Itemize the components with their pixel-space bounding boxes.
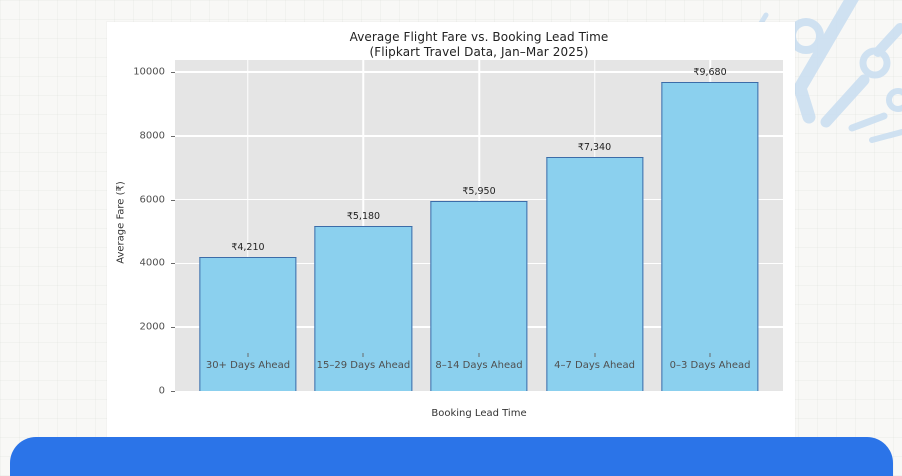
chart-title: Average Flight Fare vs. Booking Lead Tim… — [349, 30, 609, 44]
x-tick-label: 30+ Days Ahead — [205, 360, 291, 371]
bottom-accent-bar — [10, 437, 893, 476]
y-tick-mark — [171, 72, 175, 74]
x-tick-label: 4–7 Days Ahead — [554, 360, 635, 371]
bar — [545, 156, 644, 391]
x-tick-mark — [362, 353, 364, 357]
chart-subtitle: (Flipkart Travel Data, Jan–Mar 2025) — [369, 45, 589, 59]
x-axis-label: Booking Lead Time — [431, 408, 527, 419]
bar — [430, 201, 528, 391]
plot-area: ₹4,210 ₹5,180 ₹5,950 ₹7,340 ₹9,680 — [175, 60, 783, 391]
y-tick-mark — [171, 391, 175, 392]
bar-value-label: ₹5,180 — [346, 210, 381, 222]
x-tick-mark — [709, 353, 711, 357]
chart-card: Average Flight Fare vs. Booking Lead Tim… — [107, 22, 795, 437]
y-tick-label: 0 — [158, 385, 165, 397]
bar — [314, 225, 413, 391]
y-tick-label: 6000 — [139, 194, 165, 206]
y-tick-mark — [171, 199, 175, 201]
x-tick-mark — [478, 353, 480, 357]
y-tick-label: 2000 — [139, 321, 165, 333]
y-tick-mark — [171, 135, 175, 137]
y-axis-label: Average Fare (₹) — [115, 181, 127, 264]
bar — [199, 256, 297, 391]
bar-value-label: ₹9,680 — [693, 67, 727, 79]
bar-value-label: ₹5,950 — [462, 186, 496, 198]
y-tick-mark — [171, 263, 175, 265]
y-tick-label: 4000 — [139, 257, 165, 269]
bar-value-label: ₹7,340 — [577, 141, 612, 153]
y-tick-label: 10000 — [133, 66, 165, 78]
x-tick-mark — [594, 353, 596, 357]
x-tick-mark — [247, 353, 249, 357]
y-tick-label: 8000 — [139, 130, 165, 142]
x-tick-label: 15–29 Days Ahead — [316, 360, 411, 371]
y-tick-mark — [171, 327, 175, 329]
x-tick-label: 0–3 Days Ahead — [669, 360, 751, 371]
gridline-vertical — [362, 60, 365, 391]
x-tick-label: 8–14 Days Ahead — [435, 360, 523, 371]
bar-value-label: ₹4,210 — [231, 241, 265, 253]
bar — [661, 82, 759, 391]
gridline-vertical — [247, 60, 249, 391]
